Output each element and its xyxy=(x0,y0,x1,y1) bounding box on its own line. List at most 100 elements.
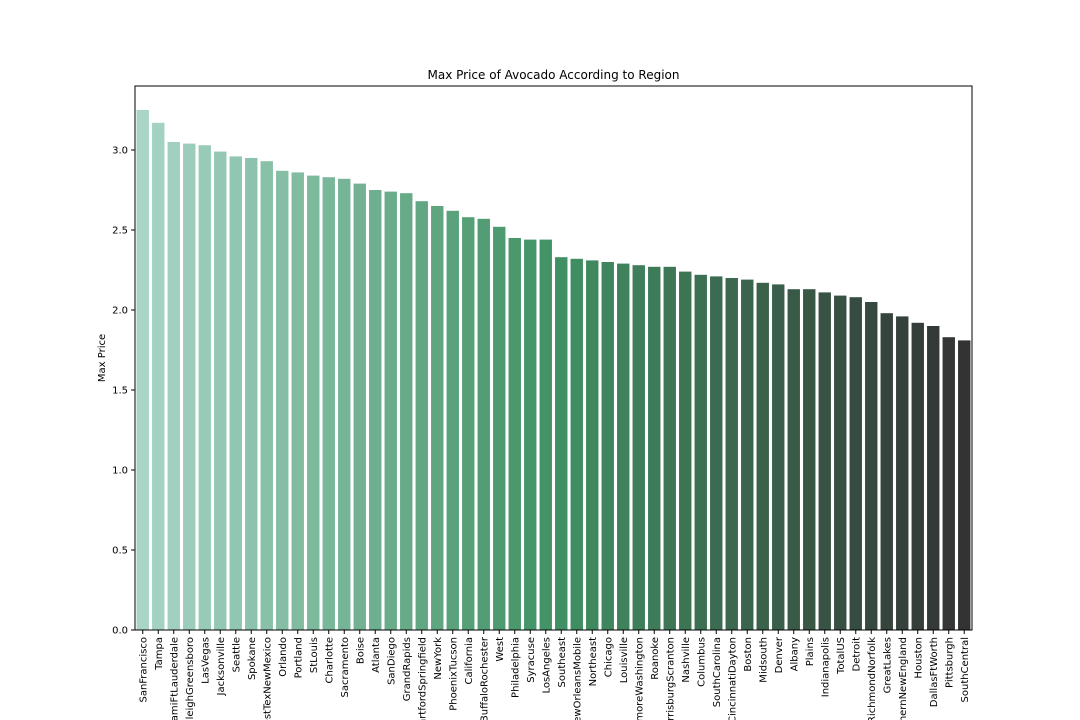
bar-Indianapolis xyxy=(818,292,831,630)
y-tick-label: 3.0 xyxy=(112,146,128,157)
bar-BuffaloRochester xyxy=(477,218,490,631)
x-tick-label-Orlando: Orlando xyxy=(278,637,289,677)
x-tick-label-Northeast: Northeast xyxy=(588,637,599,686)
x-tick-label-Spokane: Spokane xyxy=(247,637,258,680)
x-tick-label-Jacksonville: Jacksonville xyxy=(216,637,227,696)
y-tick-label: 2.0 xyxy=(112,306,128,317)
bar-Southeast xyxy=(555,257,568,630)
bar-CincinnatiDayton xyxy=(725,278,738,630)
bar-NorthernNewEngland xyxy=(896,316,909,630)
bar-LasVegas xyxy=(198,145,211,630)
bar-SouthCarolina xyxy=(710,276,723,630)
bar-HarrisburgScranton xyxy=(663,266,676,630)
bar-BaltimoreWashington xyxy=(632,265,645,630)
bar-series xyxy=(136,110,971,631)
bar-Philadelphia xyxy=(508,238,521,630)
bar-Plains xyxy=(803,289,816,630)
x-tick-label-BuffaloRochester: BuffaloRochester xyxy=(479,636,490,720)
bar-Columbus xyxy=(694,274,707,630)
plot-frame xyxy=(134,85,973,631)
y-tick-label: 0.5 xyxy=(112,546,128,557)
x-tick-label-Charlotte: Charlotte xyxy=(324,637,335,683)
x-tick-label-Atlanta: Atlanta xyxy=(371,637,382,673)
x-tick-label-Boise: Boise xyxy=(355,637,366,664)
x-tick-label-Chicago: Chicago xyxy=(603,637,614,677)
x-tick-label-Portland: Portland xyxy=(293,637,304,678)
x-tick-label-SouthCentral: SouthCentral xyxy=(960,637,971,702)
bar-Denver xyxy=(772,284,785,630)
bar-West xyxy=(493,226,506,631)
bar-Seattle xyxy=(229,156,242,630)
x-tick-label-Boston: Boston xyxy=(743,637,754,672)
bar-TotalUS xyxy=(834,295,847,630)
bar-Jacksonville xyxy=(214,151,227,630)
bar-Northeast xyxy=(586,260,599,630)
x-tick-label-Tampa: Tampa xyxy=(154,637,165,671)
x-tick-label-RaleighGreensboro: RaleighGreensboro xyxy=(185,637,196,720)
bar-StLouis xyxy=(307,175,320,630)
x-tick-label-GrandRapids: GrandRapids xyxy=(402,637,413,701)
bar-MiamiFtLauderdale xyxy=(167,142,180,630)
bar-Boston xyxy=(741,279,754,630)
chart-title: Max Price of Avocado According to Region xyxy=(428,68,680,82)
bar-GreatLakes xyxy=(880,313,893,630)
x-tick-label-SanFrancisco: SanFrancisco xyxy=(138,637,149,703)
y-axis-title: Max Price xyxy=(97,334,108,382)
bar-SanFrancisco xyxy=(136,110,149,630)
bar-Syracuse xyxy=(524,239,537,630)
x-tick-label-LosAngeles: LosAngeles xyxy=(541,637,552,694)
x-tick-label-CincinnatiDayton: CincinnatiDayton xyxy=(727,637,738,720)
bar-Portland xyxy=(291,172,304,630)
y-tick-label: 0.0 xyxy=(112,626,128,637)
x-tick-label-Plains: Plains xyxy=(805,637,816,666)
bar-Houston xyxy=(911,322,924,630)
bar-NewYork xyxy=(431,206,444,630)
x-tick-label-LasVegas: LasVegas xyxy=(200,637,211,684)
x-tick-label-GreatLakes: GreatLakes xyxy=(882,637,893,693)
bar-Midsouth xyxy=(756,282,769,630)
x-tick-label-Nashville: Nashville xyxy=(681,637,692,683)
bar-Sacramento xyxy=(338,178,351,631)
x-tick-label-Columbus: Columbus xyxy=(696,637,707,687)
bar-Nashville xyxy=(679,271,692,630)
x-tick-label-Syracuse: Syracuse xyxy=(526,637,537,683)
x-tick-label-HartfordSpringfield: HartfordSpringfield xyxy=(417,637,428,720)
x-tick-label-West: West xyxy=(495,637,506,662)
x-tick-label-SouthCarolina: SouthCarolina xyxy=(712,637,723,707)
x-tick-label-MiamiFtLauderdale: MiamiFtLauderdale xyxy=(169,637,180,720)
x-tick-label-California: California xyxy=(464,637,475,685)
bar-Albany xyxy=(787,289,800,630)
bar-SanDiego xyxy=(384,191,397,630)
y-tick-label: 1.5 xyxy=(112,386,128,397)
x-tick-label-Seattle: Seattle xyxy=(231,637,242,672)
bar-NewOrleansMobile xyxy=(570,258,583,630)
bar-DallasFtWorth xyxy=(927,326,940,630)
x-tick-label-HarrisburgScranton: HarrisburgScranton xyxy=(665,637,676,720)
x-tick-label-NewYork: NewYork xyxy=(433,637,444,680)
bar-Spokane xyxy=(245,158,258,630)
bar-Tampa xyxy=(152,122,165,631)
x-tick-label-SanDiego: SanDiego xyxy=(386,637,397,685)
bar-Boise xyxy=(353,183,366,630)
x-tick-label-Philadelphia: Philadelphia xyxy=(510,637,521,698)
x-tick-label-StLouis: StLouis xyxy=(309,637,320,673)
x-tick-label-Detroit: Detroit xyxy=(851,637,862,672)
x-tick-label-TotalUS: TotalUS xyxy=(836,637,847,675)
bar-Atlanta xyxy=(369,190,382,630)
bar-RaleighGreensboro xyxy=(183,143,196,630)
x-tick-label-Houston: Houston xyxy=(913,637,924,679)
bar-Pittsburgh xyxy=(942,337,955,630)
bar-Charlotte xyxy=(322,177,335,630)
bar-Roanoke xyxy=(648,266,661,630)
x-tick-label-RichmondNorfolk: RichmondNorfolk xyxy=(867,637,878,720)
bar-RichmondNorfolk xyxy=(865,302,878,630)
bar-PhoenixTucson xyxy=(446,210,459,631)
x-tick-label-Albany: Albany xyxy=(789,637,800,671)
x-tick-label-Denver: Denver xyxy=(774,636,785,673)
x-tick-label-NorthernNewEngland: NorthernNewEngland xyxy=(898,637,909,720)
x-tick-label-Indianapolis: Indianapolis xyxy=(820,637,831,697)
bar-Chicago xyxy=(601,262,614,630)
x-tick-label-PhoenixTucson: PhoenixTucson xyxy=(448,637,459,711)
x-tick-label-Sacramento: Sacramento xyxy=(340,637,351,697)
x-tick-label-Midsouth: Midsouth xyxy=(758,637,769,683)
